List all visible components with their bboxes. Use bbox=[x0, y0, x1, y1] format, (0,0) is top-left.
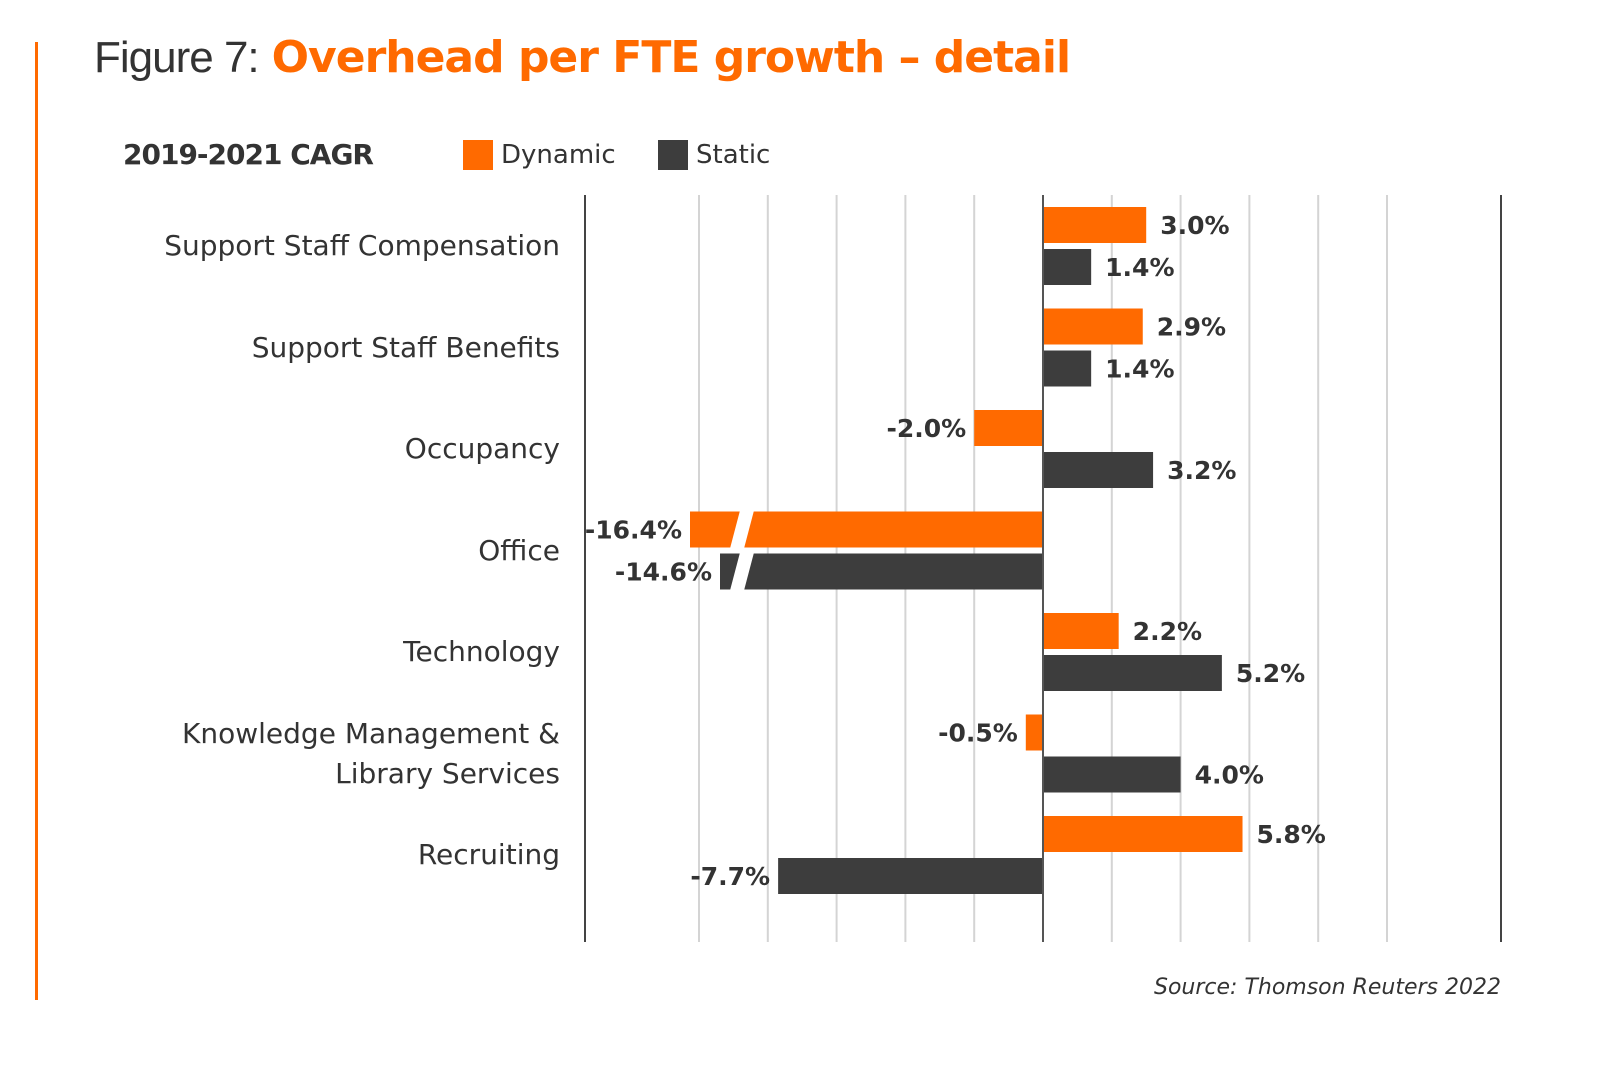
bar-static bbox=[1043, 249, 1092, 285]
data-label: -14.6% bbox=[615, 558, 712, 587]
data-label: -7.7% bbox=[690, 862, 770, 891]
bar-dynamic bbox=[1043, 207, 1147, 243]
category-label: Recruiting bbox=[417, 838, 560, 871]
bar-static bbox=[778, 858, 1043, 894]
bar-static bbox=[1043, 756, 1181, 793]
bar-dynamic bbox=[1043, 613, 1119, 649]
axis-break-mark bbox=[730, 552, 754, 591]
legend-item-static: Static bbox=[658, 140, 770, 170]
category-label: Support Staff Benefits bbox=[251, 330, 560, 364]
zero-axis-line bbox=[1042, 195, 1044, 942]
data-label: 2.9% bbox=[1157, 313, 1226, 342]
legend-label: Static bbox=[696, 140, 771, 170]
legend-item-dynamic: Dynamic bbox=[463, 140, 616, 170]
data-label: -0.5% bbox=[938, 719, 1018, 748]
bar-static bbox=[720, 553, 1043, 590]
bar-dynamic bbox=[1025, 714, 1043, 751]
bar-dynamic bbox=[1043, 816, 1243, 852]
category-label: Occupancy bbox=[404, 432, 560, 465]
category-label: Technology bbox=[403, 635, 560, 668]
category-label: Knowledge Management & Library Services bbox=[182, 716, 560, 790]
accent-bar bbox=[35, 42, 38, 1000]
data-label: 3.0% bbox=[1160, 211, 1229, 240]
bar-static bbox=[1043, 655, 1222, 691]
bar-static bbox=[1043, 350, 1092, 387]
data-label: 5.8% bbox=[1257, 820, 1326, 849]
bar-dynamic bbox=[974, 410, 1043, 446]
figure-title: Figure 7: Overhead per FTE growth – deta… bbox=[94, 32, 1071, 83]
data-label: 5.2% bbox=[1236, 659, 1305, 688]
legend-swatch-static bbox=[658, 140, 688, 170]
data-label: -16.4% bbox=[585, 516, 682, 545]
legend-swatch-dynamic bbox=[463, 140, 493, 170]
category-label: Office bbox=[478, 533, 560, 567]
legend-label: Dynamic bbox=[501, 140, 616, 170]
data-label: -2.0% bbox=[886, 414, 966, 443]
bar-dynamic bbox=[1043, 308, 1143, 345]
data-label: 1.4% bbox=[1105, 355, 1174, 384]
data-label: 4.0% bbox=[1195, 761, 1264, 790]
figure-number: Figure 7: bbox=[94, 33, 260, 82]
bar-static bbox=[1043, 452, 1154, 488]
axis-break-mark bbox=[730, 510, 754, 549]
data-label: 2.2% bbox=[1133, 617, 1202, 646]
category-label: Support Staff Compensation bbox=[164, 229, 560, 262]
chart-subtitle: 2019-2021 CAGR bbox=[123, 138, 374, 171]
data-label: 3.2% bbox=[1167, 456, 1236, 485]
data-label: 1.4% bbox=[1105, 253, 1174, 282]
source-note: Source: Thomson Reuters 2022 bbox=[1154, 975, 1501, 1000]
figure-title-main: Overhead per FTE growth – detail bbox=[271, 32, 1071, 83]
